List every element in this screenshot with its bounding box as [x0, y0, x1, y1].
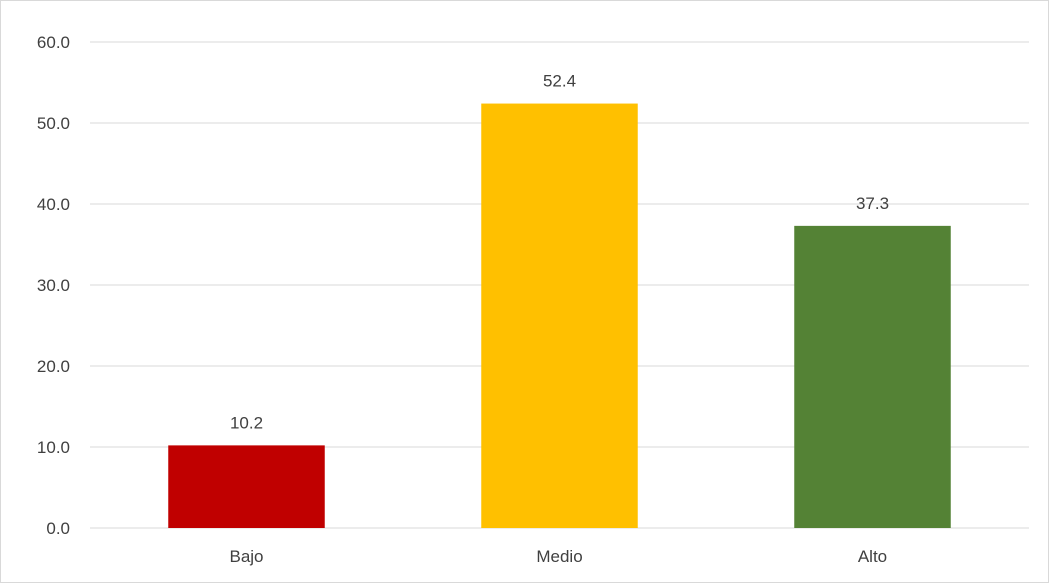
data-label: 10.2	[230, 413, 263, 432]
x-category-label: Bajo	[229, 547, 263, 566]
x-category-label: Alto	[858, 547, 887, 566]
x-category-label: Medio	[536, 547, 582, 566]
data-label: 37.3	[856, 194, 889, 213]
y-tick-label: 20.0	[37, 357, 70, 376]
y-tick-label: 60.0	[37, 33, 70, 52]
bar-bajo	[168, 445, 325, 528]
data-label: 52.4	[543, 72, 576, 91]
bar-alto	[794, 225, 951, 528]
y-tick-label: 40.0	[37, 195, 70, 214]
y-tick-label: 10.0	[37, 438, 70, 457]
bar-medio	[481, 103, 638, 528]
y-tick-label: 0.0	[46, 519, 70, 538]
y-tick-label: 50.0	[37, 114, 70, 133]
y-tick-label: 30.0	[37, 276, 70, 295]
